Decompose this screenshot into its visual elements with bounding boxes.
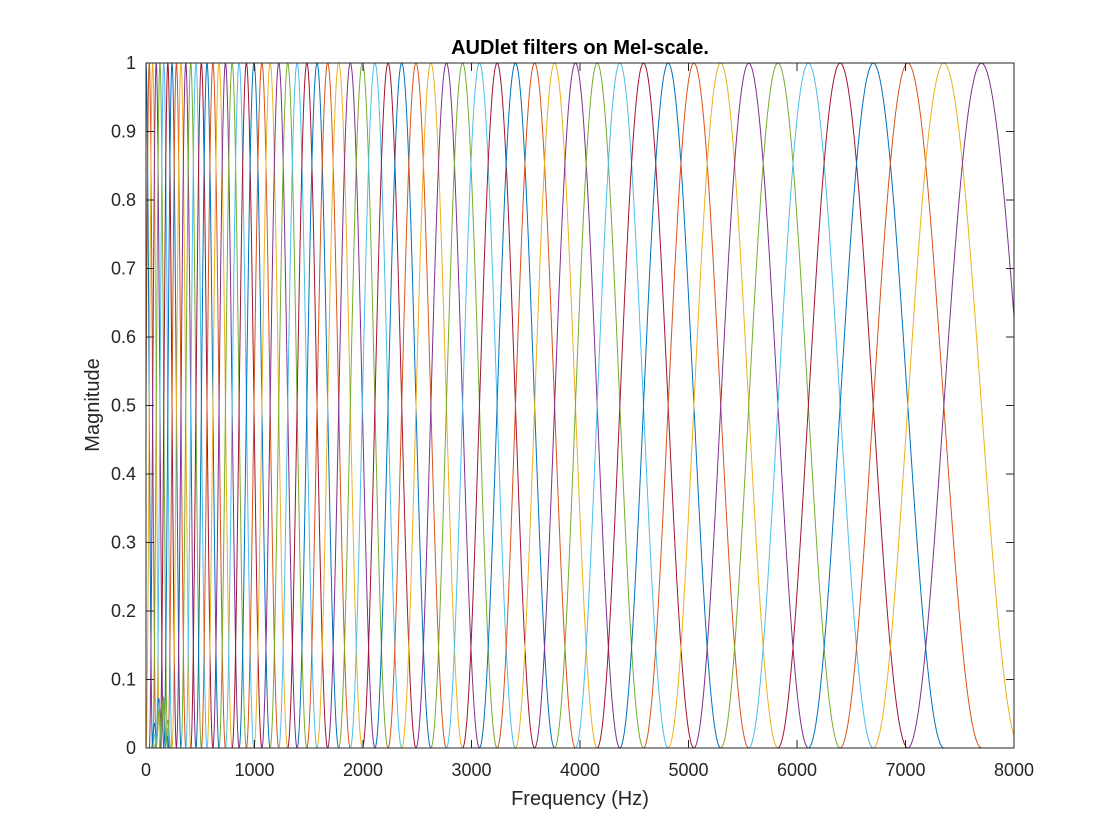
x-tick-label: 8000 — [994, 760, 1034, 780]
y-tick-label: 0.2 — [111, 601, 136, 621]
filter-curve — [146, 63, 1014, 748]
chart-title: AUDlet filters on Mel-scale. — [451, 37, 709, 59]
y-axis-label: Magnitude — [82, 358, 104, 451]
filter-curve — [146, 63, 1014, 748]
filter-curve — [146, 63, 1014, 748]
filter-curve — [146, 63, 1014, 748]
filter-curve — [146, 63, 1014, 748]
y-tick-label: 0.6 — [111, 327, 136, 347]
filter-curve — [146, 63, 1014, 748]
filter-series-group — [146, 63, 1014, 748]
filter-curve — [146, 63, 1014, 748]
filter-curve — [146, 63, 1014, 748]
filter-curve — [146, 63, 1014, 748]
filter-curve — [146, 63, 1014, 748]
filter-curve — [146, 63, 1014, 748]
filter-curve — [146, 63, 1014, 748]
x-tick-label: 1000 — [234, 760, 274, 780]
filter-curve — [146, 63, 1014, 748]
filter-curve — [146, 63, 1014, 748]
y-tick-label: 0.4 — [111, 464, 136, 484]
x-axis-label: Frequency (Hz) — [511, 788, 649, 810]
plot-area — [146, 63, 1014, 748]
ripple-curve — [154, 696, 172, 748]
filter-curve — [146, 63, 1014, 748]
filter-curve — [146, 63, 1014, 748]
filter-curve — [146, 63, 1014, 748]
low-frequency-ripple-group — [151, 696, 172, 748]
x-tick-label: 7000 — [885, 760, 925, 780]
filter-curve — [146, 63, 1014, 748]
y-tick-label: 0.5 — [111, 396, 136, 416]
filter-curve — [146, 63, 1014, 748]
filter-curve — [146, 63, 1014, 748]
y-tick-label: 0.9 — [111, 122, 136, 142]
filter-curve — [146, 63, 1014, 748]
filter-curve — [146, 63, 1014, 748]
filter-curve — [146, 63, 1014, 748]
x-axis-ticks: 0 1000 2000 3000 4000 5000 6000 7000 8000 — [141, 63, 1034, 780]
filter-curve — [146, 63, 1014, 748]
y-tick-label: 0.3 — [111, 533, 136, 553]
y-tick-label: 0 — [126, 738, 136, 758]
filter-curve — [146, 63, 1014, 748]
filter-curve — [146, 63, 1014, 748]
filter-curve — [146, 63, 1014, 748]
filter-curve — [146, 63, 1014, 748]
y-tick-label: 0.1 — [111, 670, 136, 690]
filter-curve — [146, 63, 1014, 748]
filter-curve — [146, 63, 1014, 748]
filter-curve — [146, 63, 1014, 748]
filter-curve — [146, 63, 1014, 748]
filter-curve — [146, 63, 1014, 748]
filter-curve — [146, 63, 1014, 748]
y-axis-ticks: 0 0.1 0.2 0.3 0.4 0.5 0.6 0.7 0.8 0.9 1 — [111, 53, 1014, 758]
x-tick-label: 5000 — [668, 760, 708, 780]
x-tick-label: 2000 — [343, 760, 383, 780]
filter-curve — [146, 63, 1014, 748]
filter-curve — [146, 63, 1014, 748]
x-tick-label: 6000 — [777, 760, 817, 780]
filter-curve — [146, 63, 1014, 748]
filter-curve — [146, 63, 1014, 748]
filter-curve — [146, 63, 1014, 748]
filter-curve — [146, 63, 1014, 748]
filter-curve — [146, 63, 1014, 748]
filter-curve — [146, 63, 1014, 748]
y-tick-label: 0.8 — [111, 190, 136, 210]
filter-curve — [146, 63, 1014, 748]
filter-curve — [146, 63, 1014, 748]
filter-curve — [146, 63, 1014, 748]
filter-curve — [146, 63, 1014, 748]
filter-curve — [146, 63, 1014, 748]
filter-curve — [146, 63, 1014, 748]
filter-curve — [146, 63, 1014, 748]
y-tick-label: 1 — [126, 53, 136, 73]
filter-curve — [146, 63, 1014, 748]
y-tick-label: 0.7 — [111, 259, 136, 279]
x-tick-label: 4000 — [560, 760, 600, 780]
filter-curve — [146, 63, 1014, 748]
filter-curve — [146, 63, 1014, 748]
x-tick-label: 3000 — [451, 760, 491, 780]
filter-curve — [146, 63, 1014, 748]
filter-curve — [146, 63, 1014, 748]
filter-curve — [146, 63, 1014, 748]
filter-curve — [146, 63, 1014, 748]
x-tick-label: 0 — [141, 760, 151, 780]
filter-curve — [146, 63, 1014, 748]
filter-curve — [146, 63, 1014, 748]
